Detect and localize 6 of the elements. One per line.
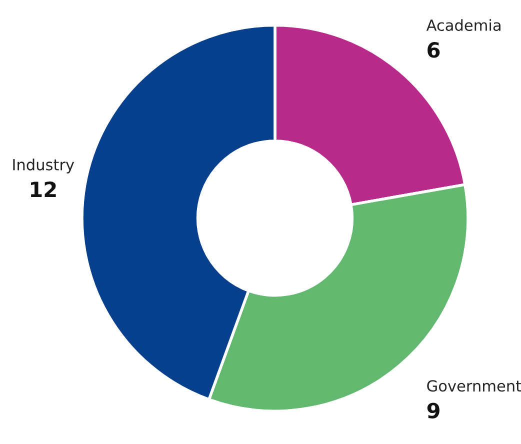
slice-label: Government	[427, 380, 521, 392]
slice-label: Industry	[13, 158, 74, 174]
data-label: 6	[428, 42, 440, 58]
slice-label: Academia	[426, 19, 500, 31]
data-label: 9	[427, 402, 440, 418]
data-label: 12	[30, 181, 56, 197]
